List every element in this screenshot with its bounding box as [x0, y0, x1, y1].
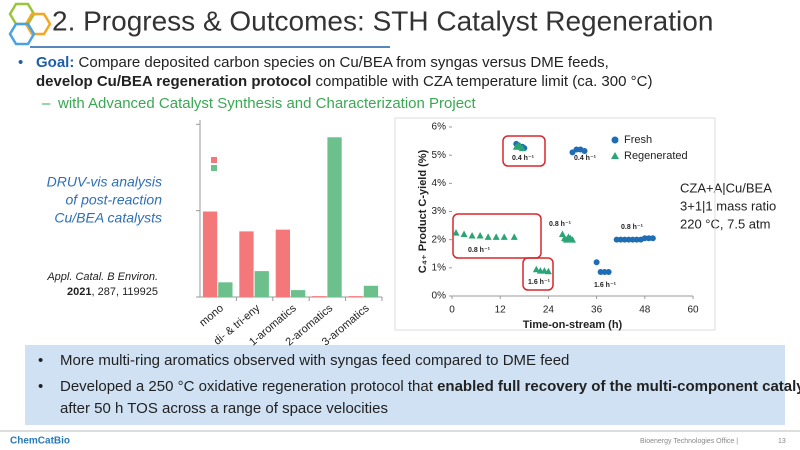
- x-tick-label: 48: [639, 305, 651, 316]
- y-tick-label: 1%: [432, 262, 447, 273]
- footer-page: 13: [778, 438, 786, 445]
- point: [452, 229, 460, 236]
- bar: [239, 231, 254, 297]
- y-tick-label: 2%: [432, 234, 447, 245]
- y-tick-label: 4%: [432, 178, 447, 189]
- druv-note: of post-reaction: [66, 192, 163, 208]
- bar: [348, 296, 363, 297]
- bar: [218, 282, 233, 297]
- druv-note: Cu/BEA catalysts: [54, 210, 162, 226]
- point: [492, 233, 500, 240]
- citation-journal: Appl. Catal. B Environ.: [46, 271, 158, 283]
- point: [544, 267, 552, 275]
- highlight-box: [452, 213, 542, 259]
- bar: [327, 137, 342, 297]
- highlight-box: [522, 257, 554, 291]
- annotation: 0.8 h⁻¹: [549, 221, 572, 228]
- y-tick-label: 6%: [432, 122, 447, 133]
- y-axis-label: C₄₊ Product C-yield (%): [417, 149, 429, 273]
- conditions: 220 °C, 7.5 atm: [680, 216, 770, 231]
- legend-marker: [611, 152, 619, 159]
- summary-2b: after 50 h TOS across a range of space v…: [60, 400, 388, 417]
- bullet: •: [18, 54, 23, 71]
- goal-bold: develop Cu/BEA regeneration protocol: [36, 73, 311, 90]
- x-tick-label: 60: [687, 305, 699, 316]
- logo-hexagons: [8, 2, 52, 46]
- point: [649, 235, 656, 242]
- annotation: 0.4 h⁻¹: [512, 155, 535, 162]
- goal-line-2: develop Cu/BEA regeneration protocol com…: [36, 73, 652, 90]
- goal-label: Goal:: [36, 54, 74, 71]
- point: [468, 231, 476, 239]
- goal-line-1: Goal: Compare deposited carbon species o…: [36, 54, 609, 71]
- y-tick-label: 3%: [432, 206, 447, 217]
- y-tick-label: 5%: [432, 150, 447, 161]
- legend-swatch: [211, 165, 217, 171]
- point: [593, 259, 600, 266]
- summary-2: Developed a 250 °C oxidative regeneratio…: [60, 378, 800, 395]
- x-tick-label: 24: [543, 305, 555, 316]
- point: [569, 236, 576, 243]
- legend-marker: [611, 136, 619, 144]
- point: [500, 233, 508, 240]
- slide-title: 2. Progress & Outcomes: STH Catalyst Reg…: [52, 5, 713, 36]
- point: [460, 230, 468, 238]
- x-tick-label: mono: [197, 302, 226, 329]
- bar: [254, 271, 269, 297]
- summary-box: [25, 345, 785, 425]
- goal-text: Compare deposited carbon species on Cu/B…: [79, 54, 609, 71]
- summary-text: Developed a 250 °C oxidative regeneratio…: [60, 378, 434, 395]
- chart-frame: [394, 117, 716, 331]
- citation-rest: , 287, 119925: [92, 286, 158, 298]
- x-tick-label: 0: [449, 305, 455, 316]
- bar: [202, 211, 218, 297]
- y-tick-label: 0%: [432, 291, 447, 302]
- annotation: 0.4 h⁻¹: [574, 155, 597, 162]
- citation-year: 2021: [67, 286, 91, 298]
- bullet: •: [38, 378, 43, 395]
- citation-ref: 2021, 287, 119925: [67, 286, 158, 298]
- x-axis-label: Time-on-stream (h): [523, 319, 623, 331]
- legend-label: Fresh: [624, 134, 652, 146]
- annotation: 1.6 h⁻¹: [594, 282, 617, 289]
- druv-note: DRUV-vis analysis: [47, 174, 162, 190]
- annotation: 0.8 h⁻¹: [468, 247, 491, 254]
- bar: [312, 296, 327, 297]
- footer-logo: ChemCatBio: [10, 436, 70, 447]
- highlight-box: [502, 135, 546, 167]
- footer-office: Bioenergy Technologies Office |: [640, 438, 738, 445]
- legend-label: Regenerated: [624, 150, 688, 162]
- dash: –: [42, 95, 51, 112]
- point: [510, 233, 518, 240]
- goal-text: compatible with CZA temperature limit (c…: [315, 73, 652, 90]
- legend-swatch: [211, 157, 217, 163]
- conditions: CZA+A|Cu/BEA: [680, 180, 772, 195]
- x-tick-label: 36: [591, 305, 603, 316]
- point: [532, 265, 540, 273]
- bar: [291, 290, 306, 297]
- summary-1: More multi-ring aromatics observed with …: [60, 352, 569, 369]
- annotation: 1.6 h⁻¹: [528, 279, 551, 286]
- goal-sub: with Advanced Catalyst Synthesis and Cha…: [57, 95, 477, 112]
- point: [476, 231, 484, 239]
- bar: [363, 285, 379, 297]
- point: [518, 144, 526, 152]
- bar: [275, 229, 290, 297]
- bullet: •: [38, 352, 43, 369]
- point: [605, 269, 612, 276]
- x-tick-label: 12: [495, 305, 507, 316]
- annotation: 0.8 h⁻¹: [621, 224, 644, 231]
- conditions: 3+1|1 mass ratio: [680, 198, 776, 213]
- point: [581, 147, 588, 154]
- point: [484, 233, 492, 240]
- summary-bold: enabled full recovery of the multi-compo…: [437, 378, 800, 395]
